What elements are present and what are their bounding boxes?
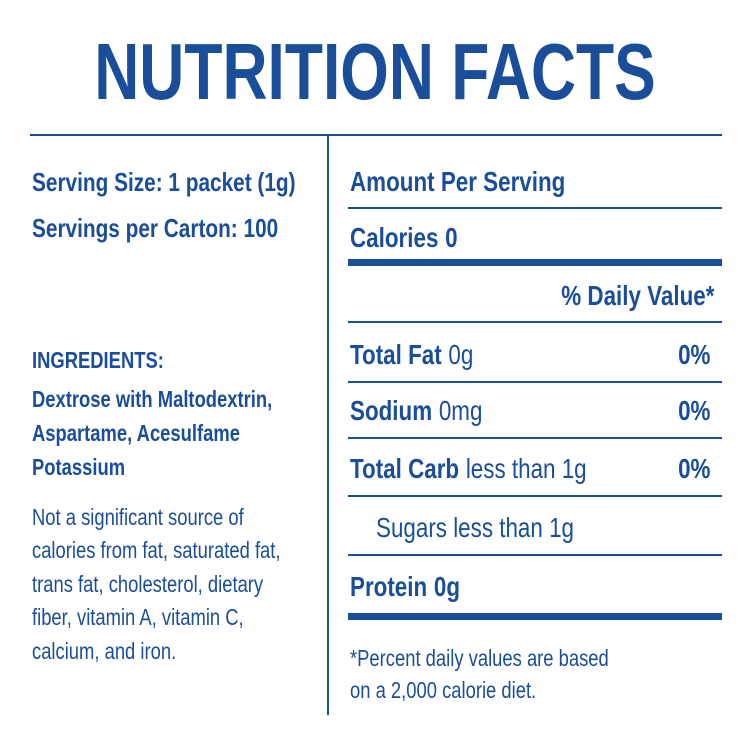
divider [327, 135, 329, 715]
ingredients: Potassium [32, 453, 126, 480]
dv-heading: % Daily Value* [561, 282, 714, 310]
text: Aspartame, Acesulfame [32, 419, 240, 446]
text: 0 [445, 222, 458, 253]
rule [348, 207, 722, 209]
text: 0g [433, 571, 461, 602]
text: 0% [677, 339, 710, 370]
amount-heading: Amount Per Serving [350, 168, 565, 196]
note: calcium, and iron. [32, 637, 177, 664]
nutrient-row: Total Carb less than 1g [350, 455, 587, 483]
rule [348, 321, 722, 323]
footnote: *Percent daily values are based [350, 644, 609, 671]
text: INGREDIENTS: [32, 346, 164, 373]
text: 0g [448, 339, 474, 370]
text: Sodium [350, 395, 433, 426]
text: % Daily Value* [560, 280, 714, 311]
rule [348, 437, 722, 439]
note: fiber, vitamin A, vitamin C, [32, 606, 244, 629]
serving-size: Serving Size: 1 packet (1g) [32, 169, 296, 195]
nutrient-row: Total Fat 0g [350, 341, 473, 369]
daily-value: 0% [678, 341, 710, 369]
text: Total Carb [350, 453, 460, 484]
protein: Protein 0g [350, 573, 460, 601]
ingredients: Aspartame, Acesulfame [32, 419, 240, 446]
thick-rule [348, 259, 722, 266]
rule [348, 495, 722, 497]
nutrient-row: Sodium 0mg [350, 397, 482, 425]
note: Not a significant source of [32, 503, 244, 530]
thick-rule [348, 613, 722, 620]
text: Calories [350, 222, 439, 253]
text: Sugars less than 1g [376, 512, 574, 543]
text: 0% [677, 453, 710, 484]
note: trans fat, cholesterol, dietary [32, 570, 264, 597]
servings: Servings per Carton: 100 [32, 215, 278, 241]
text: fiber, vitamin A, vitamin C, [32, 604, 244, 630]
sugars: Sugars less than 1g [376, 514, 574, 542]
text: Not a significant source of [32, 503, 244, 530]
title: NUTRITION FACTS [83, 32, 668, 112]
text: calcium, and iron. [32, 637, 177, 664]
daily-value: 0% [678, 455, 710, 483]
text: Total Fat [350, 339, 442, 370]
text: NUTRITION FACTS [94, 27, 656, 116]
text: Amount Per Serving [350, 166, 566, 197]
rule [348, 381, 722, 383]
text: Protein [350, 571, 428, 602]
footnote: on a 2,000 calorie diet. [350, 676, 537, 703]
text: calories from fat, saturated fat, [32, 537, 281, 563]
daily-value: 0% [678, 397, 710, 425]
text: Potassium [32, 453, 126, 480]
text: less than 1g [465, 453, 587, 484]
top-rule [30, 134, 722, 136]
text: on a 2,000 calorie diet. [350, 676, 537, 703]
note: calories from fat, saturated fat, [32, 539, 281, 562]
ingredients: Dextrose with Maltodextrin, [32, 385, 273, 412]
calories: Calories 0 [350, 224, 458, 252]
text: Dextrose with Maltodextrin, [32, 385, 273, 412]
rule [348, 554, 722, 556]
text: trans fat, cholesterol, dietary [32, 570, 264, 597]
text: 0% [677, 395, 710, 426]
text: Servings per Carton: 100 [32, 213, 279, 243]
text: *Percent daily values are based [350, 644, 609, 671]
ingredients-heading: INGREDIENTS: [32, 346, 164, 373]
text: 0mg [438, 395, 483, 426]
text: Serving Size: 1 packet (1g) [32, 167, 296, 197]
